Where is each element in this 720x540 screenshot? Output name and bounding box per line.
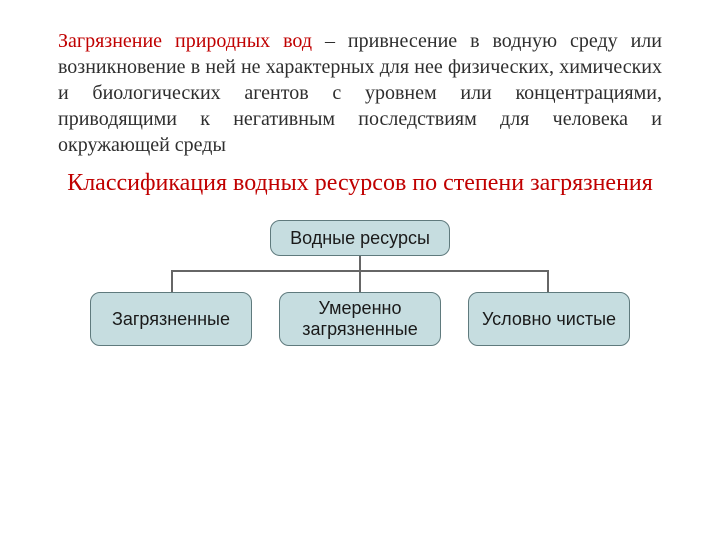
connector-down-3 [547,272,549,292]
child-node-3-label: Условно чистые [482,309,616,330]
root-node: Водные ресурсы [270,220,450,256]
child-node-1-label: Загрязненные [112,309,230,330]
definition-paragraph: Загрязнение природных вод – привнесение … [58,28,662,158]
definition-term: Загрязнение природных вод [58,30,312,52]
child-node-2: Умеренно загрязненные [279,292,441,346]
connector-down-1 [171,272,173,292]
classification-heading: Классификация водных ресурсов по степени… [58,168,662,198]
child-node-2-label: Умеренно загрязненные [280,298,440,339]
child-node-3: Условно чистые [468,292,630,346]
root-node-label: Водные ресурсы [290,228,430,249]
connector-down-2 [359,272,361,292]
tree-diagram: Водные ресурсы Загрязненные Умеренно заг… [90,220,630,400]
child-node-1: Загрязненные [90,292,252,346]
connector-root-down [359,256,361,270]
page: Загрязнение природных вод – привнесение … [0,0,720,540]
